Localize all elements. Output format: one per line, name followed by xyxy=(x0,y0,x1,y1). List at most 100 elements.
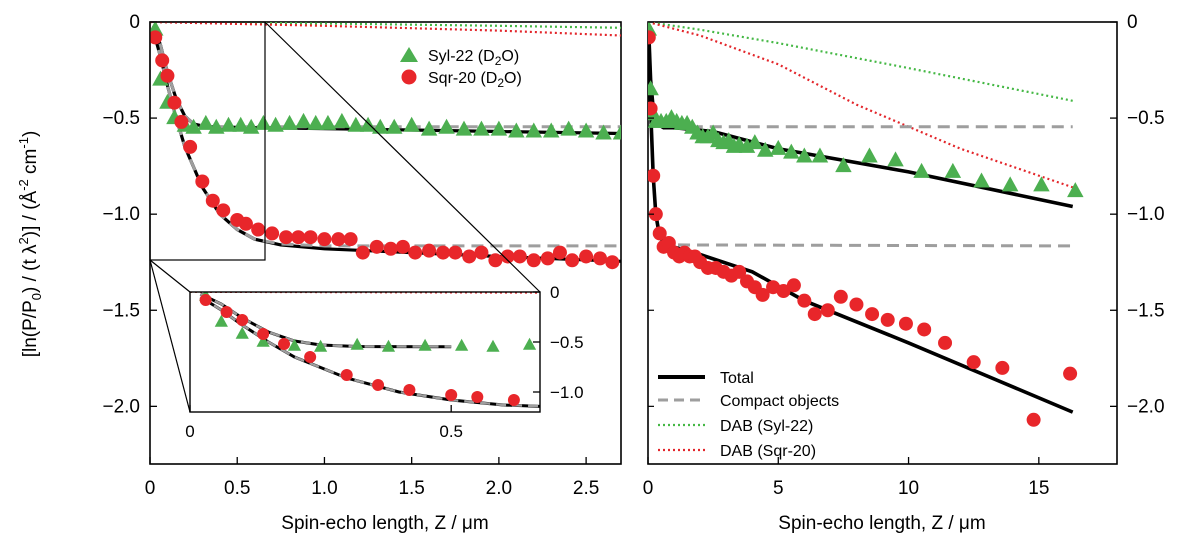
circle-point xyxy=(257,328,270,340)
legend-compact: Compact objects xyxy=(720,393,839,410)
triangle-point xyxy=(508,122,525,138)
inset-compact-sqr-line xyxy=(199,295,540,408)
triangle-point xyxy=(473,120,490,136)
triangle-point xyxy=(796,147,813,163)
triangle-point xyxy=(913,162,930,178)
circle-point xyxy=(648,207,663,222)
circle-point xyxy=(605,255,620,270)
triangle-point xyxy=(295,112,312,128)
circle-point xyxy=(995,360,1010,375)
inset-compact-syl-line xyxy=(199,292,452,348)
y-tick-label: −2.0 xyxy=(1127,396,1165,417)
circle-point xyxy=(474,245,489,260)
circle-point xyxy=(786,278,801,293)
circle-point xyxy=(648,168,661,183)
triangle-point xyxy=(738,137,756,153)
triangle-point xyxy=(560,120,577,136)
circle-point xyxy=(331,232,346,247)
triangle-point xyxy=(944,162,962,178)
triangle-point xyxy=(220,116,237,132)
circle-point xyxy=(395,239,410,254)
triangle-point xyxy=(1033,176,1050,192)
circle-point xyxy=(372,379,385,391)
triangle-point xyxy=(350,337,364,350)
inset-frame xyxy=(189,291,541,413)
right-points xyxy=(648,22,1084,427)
inset-points xyxy=(199,292,537,406)
y-tick-label: −1.0 xyxy=(550,383,584,402)
triangle-point xyxy=(577,122,595,138)
circle-point xyxy=(199,294,212,306)
y-title-part-2: ) / (t λ xyxy=(20,244,41,293)
x-tick-label: 10 xyxy=(898,478,919,499)
legend-syl-end: O) xyxy=(501,48,519,65)
circle-point xyxy=(303,230,318,245)
triangle-point xyxy=(486,339,500,352)
y-tick-label: −2.0 xyxy=(102,396,140,417)
y-tick-label: −0.5 xyxy=(102,108,140,129)
inset-x-ticks: 0 0.5 xyxy=(185,405,463,441)
left-points xyxy=(150,22,621,270)
legend-sqr-label: Sqr-20 (D xyxy=(428,70,497,87)
triangle-point xyxy=(455,120,473,136)
circle-point xyxy=(776,284,791,299)
left-x-ticks: 0 0.5 1.0 1.5 2.0 2.5 xyxy=(145,457,599,499)
y-title-part-5: ) xyxy=(20,131,41,137)
circle-point xyxy=(820,303,835,318)
circle-point xyxy=(755,287,770,302)
circle-point xyxy=(291,230,306,245)
triangle-point xyxy=(595,124,612,140)
y-tick-label: 0 xyxy=(550,283,559,302)
triangle-point xyxy=(861,147,878,163)
circle-point xyxy=(251,222,266,237)
circle-point xyxy=(917,322,932,337)
circle-point xyxy=(648,101,658,116)
circle-point xyxy=(167,95,182,110)
left-legend: Syl-22 (D2O) Sqr-20 (D2O) xyxy=(400,47,522,90)
circle-point xyxy=(526,253,541,268)
circle-point xyxy=(408,245,423,260)
y-tick-label: −1.0 xyxy=(102,204,140,225)
triangle-point xyxy=(403,116,420,132)
triangle-point xyxy=(887,151,904,167)
left-y-ticks: 0 −0.5 −1.0 −1.5 −2.0 xyxy=(102,12,157,417)
legend-total: Total xyxy=(720,370,754,387)
triangle-point xyxy=(232,116,249,132)
triangle-point xyxy=(385,118,403,134)
y-tick-label: −1.5 xyxy=(1127,300,1165,321)
triangle-point xyxy=(1067,182,1084,198)
triangle-point xyxy=(525,122,543,138)
dab-syl-line xyxy=(648,22,1073,102)
right-legend: Total Compact objects DAB (Syl-22) DAB (… xyxy=(658,370,839,460)
right-panel: 0 5 10 15 0 −0.5 −1.0 −1.5 −2.0 Spin-echo lengt… xyxy=(643,12,1165,534)
circle-point xyxy=(183,139,198,154)
x-tick-label: 1.0 xyxy=(311,478,337,499)
legend-syl-sub: 2 xyxy=(495,54,502,68)
circle-point xyxy=(220,306,233,318)
circle-point xyxy=(278,338,291,350)
triangle-point xyxy=(835,157,852,173)
circle-point xyxy=(593,251,608,266)
circle-point xyxy=(833,289,848,304)
triangle-point xyxy=(372,118,389,134)
x-tick-label: 2.5 xyxy=(573,478,599,499)
zoom-connector-top xyxy=(264,21,541,293)
x-tick-label: 1.5 xyxy=(398,478,424,499)
circle-point xyxy=(436,245,451,260)
y-title-sup-2: 2 xyxy=(16,237,31,244)
circle-point xyxy=(898,316,913,331)
circle-point xyxy=(807,307,822,322)
triangle-point xyxy=(255,114,272,130)
zoom-connector-bottom-2 xyxy=(149,259,191,413)
inset-y-ticks: 0 −0.5 −1.0 xyxy=(533,283,584,402)
triangle-point xyxy=(455,338,469,351)
y-title-part-3: )] / (Å xyxy=(20,190,41,237)
circle-point xyxy=(403,384,416,396)
inset-plot: 0 0.5 0−0.5−1.0 xyxy=(185,283,583,441)
legend-sqr-sub: 2 xyxy=(497,76,504,90)
inset-background xyxy=(190,292,540,412)
total-syl-line xyxy=(151,25,621,136)
circle-point xyxy=(304,351,317,363)
x-tick-label: 15 xyxy=(1028,478,1049,499)
right-x-ticks: 0 5 10 15 xyxy=(643,457,1049,499)
